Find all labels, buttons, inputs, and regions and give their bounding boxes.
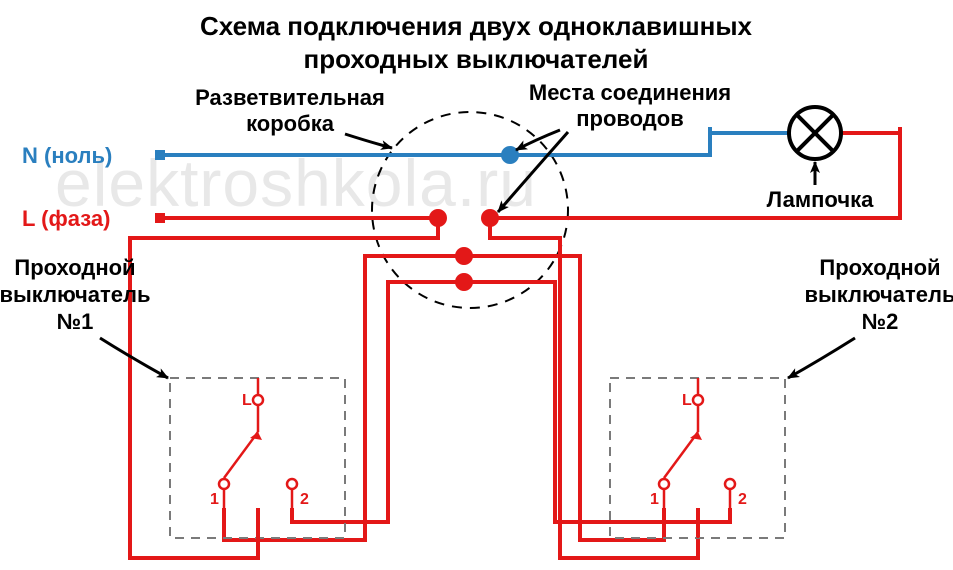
wire-to-switch1-L-fix: [130, 218, 438, 558]
title-line1: Схема подключения двух одноклавишных: [200, 11, 753, 41]
lamp-label: Лампочка: [767, 187, 874, 212]
junction-box-arrow: [345, 134, 392, 148]
sw1-L-top-wire: [130, 238, 258, 378]
switch2-terminal-L-label: L: [682, 392, 692, 409]
node-red-a: [429, 209, 447, 227]
live-terminal-icon: [155, 213, 165, 223]
junction-box-label-l1: Разветвительная: [195, 85, 385, 110]
junction-arrow-2: [498, 132, 568, 212]
switch1-label-l2: выключатель: [0, 282, 151, 307]
switch1-arrow: [100, 338, 168, 378]
title-line2: проходных выключателей: [304, 44, 649, 74]
neutral-wire: [160, 133, 789, 155]
lamp-icon: [789, 107, 841, 159]
neutral-label: N (ноль): [22, 143, 112, 168]
switch2-terminal-2-label: 2: [738, 491, 747, 508]
switch1-terminal-2-label: 2: [300, 491, 309, 508]
loop-left: [130, 218, 438, 558]
switch1-label-l3: №1: [57, 309, 94, 334]
wiring-diagram: Схема подключения двух одноклавишных про…: [0, 0, 953, 570]
wire-junctions-label-l2: проводов: [576, 106, 683, 131]
node-red-b: [481, 209, 499, 227]
wire-junctions-label-l1: Места соединения: [529, 80, 731, 105]
live-label: L (фаза): [22, 206, 110, 231]
switch2-label-l2: выключатель: [804, 282, 953, 307]
wire-to-switch1-L: [130, 218, 438, 558]
loop-right-main: [490, 218, 828, 558]
node-red-d: [455, 273, 473, 291]
switch2-terminal-1-label: 1: [650, 491, 659, 508]
traveler-wire-1: [224, 256, 664, 540]
switch2-arrow: [788, 338, 855, 378]
switch1-terminal-1-label: 1: [210, 491, 219, 508]
node-red-c: [455, 247, 473, 265]
sw1-L-feed: [150, 238, 258, 378]
traveler-wire-2: [292, 282, 730, 522]
junction-box-label-l2: коробка: [246, 111, 335, 136]
switch1-label-l1: Проходной: [14, 255, 135, 280]
wire-to-switch2-L: [490, 218, 698, 558]
switch2-label-l1: Проходной: [819, 255, 940, 280]
neutral-terminal-icon: [155, 150, 165, 160]
switch2-label-l3: №2: [862, 309, 899, 334]
switch1-terminal-L-label: L: [242, 392, 252, 409]
